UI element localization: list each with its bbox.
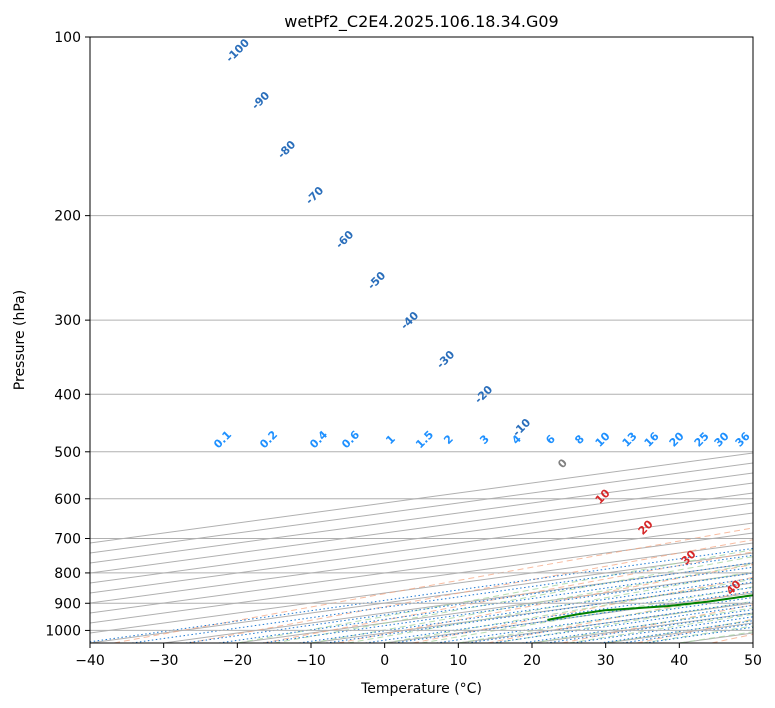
isotherm-line: [90, 532, 753, 624]
x-axis: −40 −30 −20 −10 0 10 20 30 40 50: [75, 643, 762, 669]
x-tick-label: −20: [223, 653, 253, 669]
isotherm-line: [90, 462, 753, 554]
isotherm-line: [90, 522, 753, 614]
mixing-ratio-line: [546, 612, 753, 643]
y-tick-label: 700: [54, 532, 81, 548]
x-tick-label: −10: [296, 653, 326, 669]
pressure-gridlines: [90, 37, 753, 631]
dry-adiabat-line: [338, 563, 753, 643]
y-tick-label: 500: [54, 445, 81, 461]
mixing-ratio-line: [131, 554, 753, 643]
isotherm-line: [90, 512, 753, 604]
isotherm-line: [90, 452, 753, 544]
y-tick-label: 200: [54, 209, 81, 225]
plot-frame: [89, 36, 754, 644]
x-tick-label: 30: [597, 653, 615, 669]
mixing-ratio-line: [492, 604, 753, 643]
isotherm-line: [90, 502, 753, 594]
chart-title: wetPf2_C2E4.2025.106.18.34.G09: [284, 12, 558, 32]
mixing-ratio-line: [90, 547, 753, 643]
x-tick-label: 20: [523, 653, 541, 669]
y-tick-label: 400: [54, 387, 81, 403]
background-lines: [90, 452, 753, 643]
moist-adiabat-line: [421, 586, 753, 643]
isotherm-line: [90, 472, 753, 564]
x-tick-label: 50: [744, 653, 762, 669]
dry-adiabat-line: [412, 576, 753, 643]
mixing-ratio-line: [436, 596, 753, 643]
dry-adiabat-line: [114, 527, 753, 643]
y-tick-label: 600: [54, 492, 81, 508]
plot-area: [90, 37, 753, 643]
x-tick-label: −40: [75, 653, 105, 669]
y-axis-title: Pressure (hPa): [12, 290, 28, 390]
x-tick-label: 10: [449, 653, 467, 669]
y-tick-label: 1000: [45, 623, 81, 639]
x-tick-label: 40: [670, 653, 688, 669]
dry-adiabat-line: [188, 539, 753, 643]
y-tick-label: 800: [54, 566, 81, 582]
y-tick-label: 100: [54, 30, 81, 46]
y-axis: 100 200 300 400 500 600 700 800 900 1000: [45, 30, 90, 639]
y-tick-label: 900: [54, 596, 81, 612]
mixing-ratio-line: [467, 601, 753, 643]
isotherm-line: [90, 482, 753, 574]
x-tick-label: −30: [149, 653, 179, 669]
moist-adiabat-line: [310, 563, 753, 643]
x-axis-title: Temperature (°C): [360, 681, 482, 697]
mixing-ratio-line: [522, 609, 753, 643]
x-tick-label: 0: [380, 653, 389, 669]
y-tick-label: 300: [54, 313, 81, 329]
moist-adiabat-line: [347, 571, 753, 643]
isotherm-line: [90, 492, 753, 584]
